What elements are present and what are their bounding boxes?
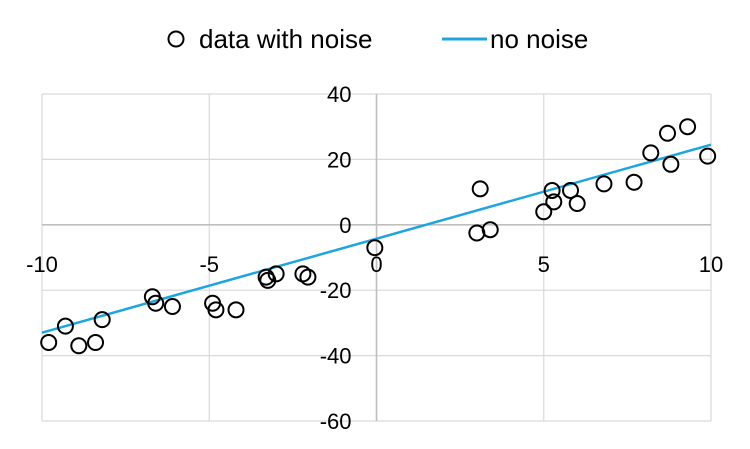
data-point [70, 337, 88, 355]
data-point [679, 118, 697, 136]
data-point [545, 193, 563, 211]
data-point [625, 173, 643, 191]
x-tick-label: -10 [26, 252, 58, 277]
data-point [207, 301, 225, 319]
data-point [471, 180, 489, 198]
data-point [568, 195, 586, 213]
legend-label-no-noise: no noise [490, 24, 588, 54]
data-point [56, 317, 74, 335]
series-no-noise [41, 143, 712, 334]
data-point [147, 294, 165, 312]
data-point [481, 221, 499, 239]
x-tick-label: 10 [699, 252, 723, 277]
legend-label-data-with-noise: data with noise [199, 24, 372, 54]
y-tick-label: -20 [320, 278, 352, 303]
data-point [543, 181, 561, 199]
x-tick-label: -5 [199, 252, 219, 277]
axes [42, 94, 711, 421]
data-point [87, 334, 105, 352]
line-no-noise [41, 143, 712, 334]
data-point [163, 298, 181, 316]
y-tick-label: -60 [320, 409, 352, 434]
y-tick-label: 0 [339, 213, 351, 238]
data-point [93, 311, 111, 329]
data-point [642, 144, 660, 162]
data-point [294, 265, 312, 283]
data-point [366, 239, 384, 257]
data-point [659, 124, 677, 142]
legend: data with noise no noise [167, 24, 588, 54]
tick-labels: -10 -5 0 5 10 40 20 0 -20 -40 -60 [26, 82, 723, 434]
data-point [662, 155, 680, 173]
data-point [267, 265, 285, 283]
data-point [40, 334, 58, 352]
data-point [535, 203, 553, 221]
x-tick-label: 0 [370, 252, 382, 277]
y-tick-label: 20 [327, 147, 351, 172]
data-point [299, 268, 317, 286]
data-point [227, 301, 245, 319]
data-point [699, 147, 717, 165]
y-tick-label: -40 [320, 344, 352, 369]
legend-marker-data-with-noise [167, 30, 185, 48]
series-data-with-noise [40, 118, 717, 355]
data-point [595, 175, 613, 193]
data-point [562, 181, 580, 199]
x-tick-label: 5 [538, 252, 550, 277]
y-tick-label: 40 [327, 82, 351, 107]
